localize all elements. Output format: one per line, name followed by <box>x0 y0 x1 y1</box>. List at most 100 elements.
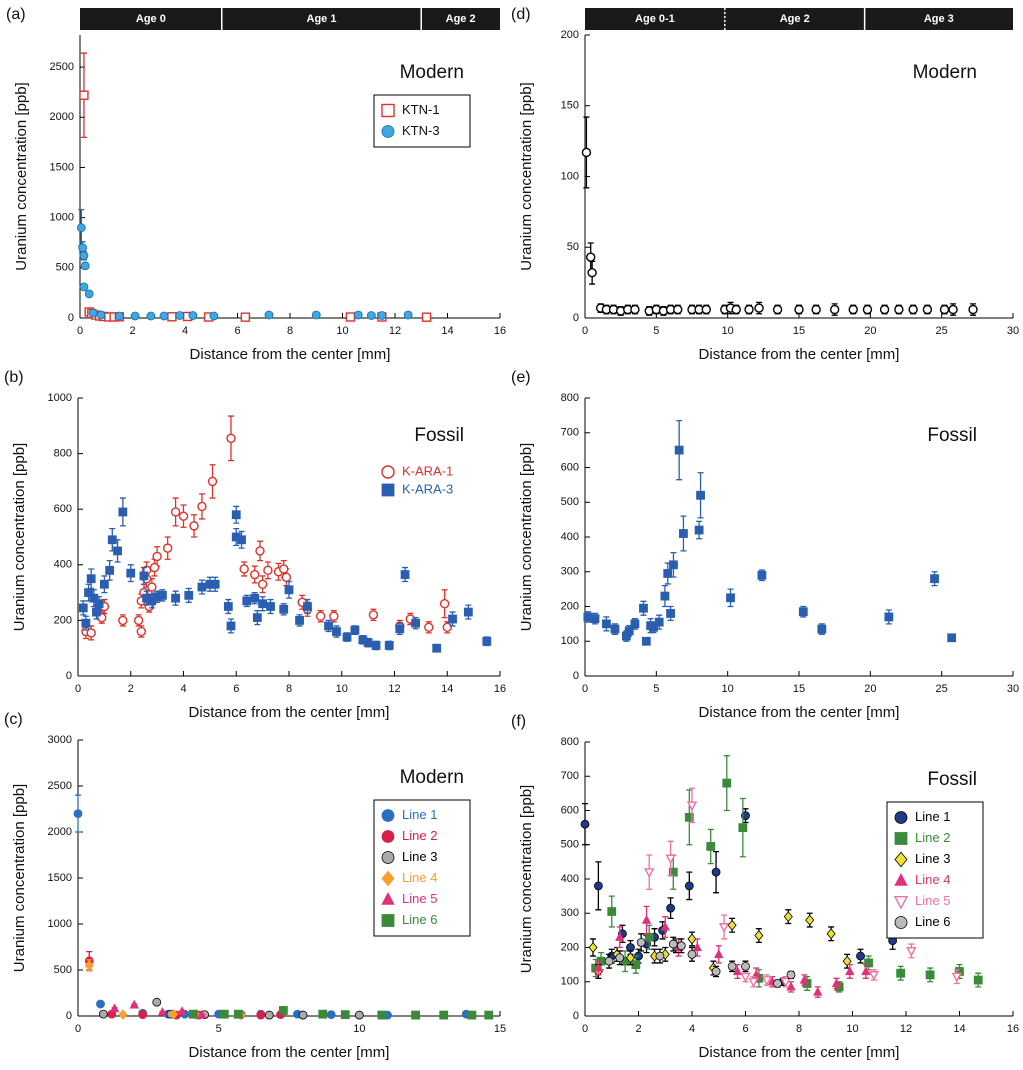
marker <box>861 966 871 976</box>
x-tick-label: 12 <box>388 683 400 695</box>
marker <box>78 243 88 253</box>
marker <box>722 778 732 788</box>
x-tick-label: 0 <box>75 1023 81 1035</box>
marker <box>701 304 711 315</box>
marker <box>223 602 233 611</box>
series <box>76 208 413 321</box>
marker <box>922 304 933 315</box>
legend-marker <box>381 830 395 843</box>
x-tick-label: 10 <box>846 1023 858 1035</box>
x-tick-label: 12 <box>900 1023 912 1035</box>
legend-text: Line 3 <box>402 849 437 864</box>
marker <box>354 1010 364 1020</box>
marker <box>424 622 434 633</box>
series <box>583 419 957 646</box>
marker <box>157 590 167 600</box>
marker <box>674 445 684 455</box>
marker <box>761 976 773 986</box>
marker <box>264 1010 274 1020</box>
marker <box>366 311 376 320</box>
marker <box>615 931 625 941</box>
legend-frame <box>886 801 984 939</box>
marker <box>649 622 658 632</box>
y-tick-label: 800 <box>561 736 579 748</box>
marker <box>79 282 89 292</box>
marker <box>233 1009 243 1019</box>
marker <box>786 981 796 991</box>
marker <box>692 942 703 952</box>
y-tick-label: 700 <box>561 770 579 782</box>
legend-marker <box>381 914 395 927</box>
marker <box>342 632 352 642</box>
marker <box>741 961 750 971</box>
annotation: Modern <box>400 767 464 788</box>
marker <box>79 90 89 100</box>
marker <box>129 999 139 1009</box>
legend-marker <box>381 892 395 905</box>
marker <box>86 628 96 638</box>
marker <box>118 507 128 517</box>
marker <box>754 930 764 941</box>
marker <box>805 914 815 926</box>
age-band <box>585 8 725 30</box>
y-axis-label: Uranium concentration [ppb] <box>13 82 30 270</box>
age-label: Age 2 <box>780 13 810 25</box>
marker <box>773 979 782 988</box>
legend-marker <box>894 916 908 929</box>
x-tick-label: 10 <box>722 325 734 337</box>
y-tick-label: 0 <box>66 1010 72 1022</box>
y-axis-label: Uranium concentration [ppb] <box>11 443 28 631</box>
x-axis-label: Distance from the center [mm] <box>699 346 900 363</box>
marker <box>930 574 939 584</box>
marker <box>263 565 273 576</box>
marker <box>152 997 162 1007</box>
annotation: Fossil <box>927 425 977 446</box>
x-tick-label: 2 <box>635 1023 641 1035</box>
marker <box>107 535 117 545</box>
y-tick-label: 0 <box>573 670 579 682</box>
marker <box>99 579 109 589</box>
marker <box>81 618 91 628</box>
marker <box>604 956 614 966</box>
y-tick-label: 600 <box>561 461 579 473</box>
y-axis-label: Uranium concentration [ppb] <box>518 785 535 973</box>
marker <box>757 570 767 580</box>
marker <box>226 433 236 444</box>
marker <box>377 311 387 320</box>
legend-text: K-ARA-3 <box>402 481 453 496</box>
y-tick-label: 1000 <box>48 392 72 404</box>
marker <box>679 529 688 538</box>
marker <box>947 633 957 643</box>
marker <box>210 579 220 589</box>
y-tick-label: 600 <box>561 804 579 816</box>
marker <box>350 625 360 635</box>
marker <box>663 569 673 578</box>
marker <box>780 977 791 988</box>
x-tick-label: 10 <box>336 325 348 337</box>
marker <box>242 596 252 606</box>
marker <box>740 972 751 983</box>
marker <box>939 304 950 315</box>
panel-label: (f) <box>511 713 526 730</box>
x-tick-label: 16 <box>494 325 506 337</box>
y-tick-label: 150 <box>561 100 579 112</box>
marker <box>798 607 808 617</box>
x-tick-label: 10 <box>722 683 734 695</box>
legend-marker <box>893 896 909 910</box>
legend-text: Line 5 <box>915 893 950 908</box>
marker <box>109 1003 120 1013</box>
marker <box>644 868 655 879</box>
series <box>581 116 978 316</box>
marker <box>133 615 144 626</box>
legend-text: Line 3 <box>915 851 950 866</box>
marker <box>226 621 236 631</box>
marker <box>311 310 321 320</box>
y-tick-label: 0 <box>68 312 74 324</box>
y-tick-label: 300 <box>561 566 579 578</box>
marker <box>590 614 600 624</box>
series <box>188 1006 494 1020</box>
marker <box>256 1010 266 1020</box>
x-tick-label: 5 <box>653 683 659 695</box>
marker <box>754 303 764 313</box>
marker <box>188 1009 198 1019</box>
